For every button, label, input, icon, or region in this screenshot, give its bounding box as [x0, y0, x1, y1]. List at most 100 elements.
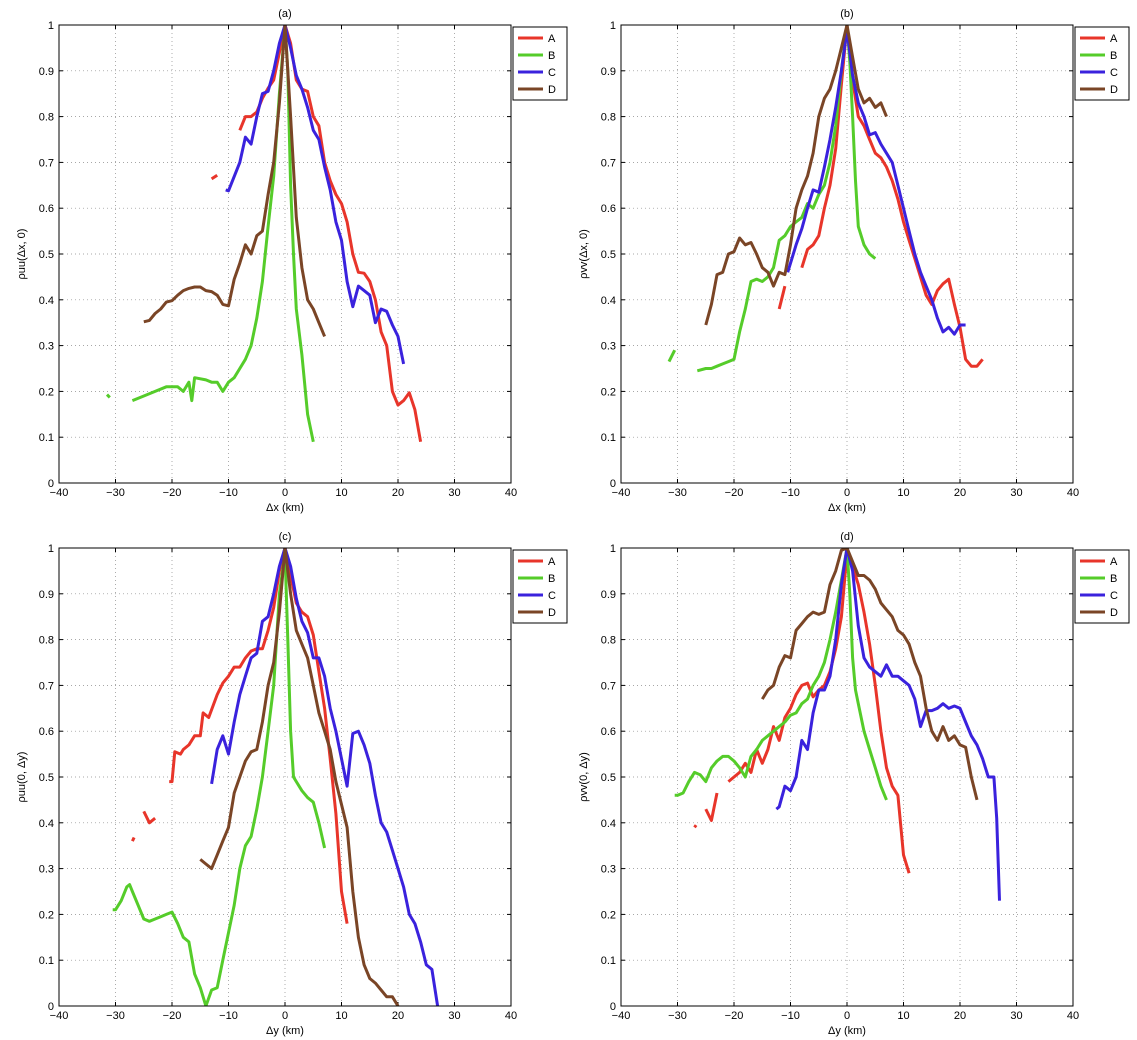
chart-title: (a) [278, 8, 291, 20]
x-axis-label: Δx (km) [266, 502, 304, 514]
series-line-d [761, 548, 979, 801]
y-tick-label: 1 [48, 543, 54, 555]
x-tick-label: 30 [1010, 1010, 1022, 1022]
x-tick-label: −30 [668, 487, 687, 499]
chart-panel-a: −40 −30 −20 −10 0 10 20 30 40 0 0.1 0.2 0.3 0.4 0.5 0.6… [16, 8, 568, 514]
legend-label-a: A [548, 33, 556, 45]
series-line-b [105, 393, 111, 399]
legend-label-b: B [548, 50, 555, 62]
series-line-d [199, 548, 400, 1006]
y-tick-label: 0.7 [39, 157, 54, 169]
axes-box [58, 547, 512, 1007]
legend-label-d: D [548, 84, 556, 96]
y-tick-label: 1 [610, 543, 616, 555]
series-group [667, 25, 984, 373]
x-tick-label: 10 [897, 487, 909, 499]
x-tick-label: −40 [612, 487, 631, 499]
legend-label-b: B [1110, 50, 1117, 62]
x-tick-label: 20 [954, 1010, 966, 1022]
series-line-c [210, 548, 440, 1006]
chart-panel-c: −40 −30 −20 −10 0 10 20 30 40 0 0.1 0.2 0.3 0.4 0.5 0.6… [16, 531, 568, 1037]
x-tick-label: −10 [781, 1010, 800, 1022]
y-tick-label: 0.4 [39, 818, 54, 830]
x-tick-label: 40 [1067, 487, 1079, 499]
x-tick-label: −30 [106, 487, 125, 499]
x-tick-label: −10 [219, 487, 238, 499]
y-tick-label: 0.5 [601, 249, 616, 261]
legend-label-b: B [548, 573, 555, 585]
legend-label-c: C [548, 590, 556, 602]
y-tick-label: 0.6 [39, 726, 54, 738]
y-tick-label: 1 [48, 20, 54, 32]
x-tick-label: 20 [954, 487, 966, 499]
legend-label-c: C [1110, 67, 1118, 79]
chart-title: (d) [840, 531, 853, 543]
y-tick-label: 0.8 [601, 635, 616, 647]
axes-box [58, 24, 512, 484]
y-tick-label: 0.2 [601, 386, 616, 398]
legend-label-b: B [1110, 573, 1117, 585]
x-tick-label: −40 [50, 1010, 69, 1022]
x-tick-label: 20 [392, 487, 404, 499]
y-tick-label: 0.3 [39, 341, 54, 353]
legend-label-d: D [548, 607, 556, 619]
y-tick-label: 0.6 [39, 203, 54, 215]
series-line-a [210, 173, 219, 181]
chart-panel-d: −40 −30 −20 −10 0 10 20 30 40 0 0.1 0.2 0.3 0.4 0.5 0.6… [578, 531, 1130, 1037]
legend-label-a: A [1110, 556, 1118, 568]
x-axis-label: Δx (km) [828, 502, 866, 514]
y-tick-label: 0.4 [601, 818, 616, 830]
series-line-b [674, 548, 888, 801]
series-line-a [169, 548, 349, 924]
x-tick-label: 0 [844, 487, 850, 499]
series-line-a [131, 836, 136, 842]
y-tick-label: 0.2 [601, 909, 616, 921]
x-tick-label: −30 [106, 1010, 125, 1022]
x-tick-label: 30 [448, 487, 460, 499]
series-line-b [131, 25, 315, 443]
y-tick-label: 0.5 [601, 772, 616, 784]
y-tick-label: 0 [48, 478, 54, 490]
x-tick-label: 10 [335, 1010, 347, 1022]
x-tick-label: 40 [505, 1010, 517, 1022]
x-tick-label: 40 [1067, 1010, 1079, 1022]
series-line-a [142, 810, 157, 825]
series-line-c [225, 25, 406, 365]
legend-label-a: A [548, 556, 556, 568]
legend-label-a: A [1110, 33, 1118, 45]
y-tick-label: 0.5 [39, 249, 54, 261]
chart-title: (b) [840, 8, 853, 20]
y-tick-label: 0.1 [601, 432, 616, 444]
y-tick-label: 0.8 [39, 635, 54, 647]
axes-box [620, 24, 1074, 484]
x-tick-label: −40 [50, 487, 69, 499]
x-tick-label: 0 [282, 487, 288, 499]
series-line-a [800, 25, 984, 368]
series-line-c [775, 548, 1001, 901]
y-tick-label: 0.4 [39, 295, 54, 307]
y-tick-label: 0.2 [39, 386, 54, 398]
y-tick-label: 0.8 [601, 112, 616, 124]
x-tick-label: −20 [163, 487, 182, 499]
y-axis-label: ρuu(Δx, 0) [16, 229, 28, 280]
x-tick-label: −20 [725, 487, 744, 499]
y-tick-label: 0.9 [39, 66, 54, 78]
y-tick-label: 0.7 [601, 157, 616, 169]
x-tick-label: −20 [163, 1010, 182, 1022]
y-tick-label: 0 [610, 478, 616, 490]
x-tick-label: −40 [612, 1010, 631, 1022]
y-tick-label: 0.7 [39, 680, 54, 692]
series-line-c [786, 28, 966, 336]
series-line-b [667, 349, 677, 363]
series-line-a [693, 824, 698, 829]
chart-title: (c) [279, 531, 292, 543]
x-tick-label: −10 [781, 487, 800, 499]
y-tick-label: 0.1 [601, 955, 616, 967]
y-tick-label: 0.9 [601, 66, 616, 78]
series-line-d [143, 25, 326, 337]
x-axis-label: Δy (km) [266, 1025, 304, 1037]
series-group [105, 25, 423, 443]
